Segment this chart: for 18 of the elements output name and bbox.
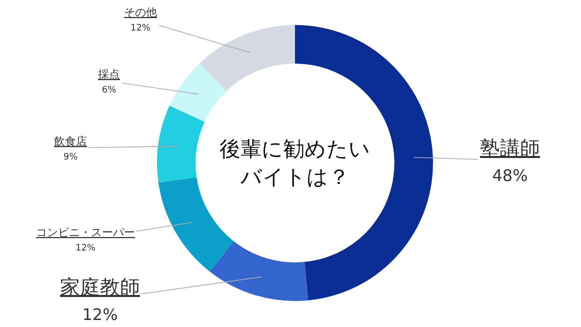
slice-label: 採点: [98, 68, 120, 81]
data-label: 6%: [102, 85, 117, 96]
slice-label: 飲食店: [54, 135, 87, 148]
data-label: 9%: [63, 152, 78, 162]
slice-label: 家庭教師: [60, 275, 140, 299]
slice-label: 塾講師: [480, 136, 540, 160]
slice-label: その他: [124, 6, 157, 19]
slice-label: コンビニ・スーパー: [36, 226, 135, 239]
data-label: 12%: [75, 243, 96, 254]
data-label: 12%: [130, 23, 151, 34]
donut-slice: [169, 63, 226, 122]
data-label: 48%: [492, 166, 528, 185]
donut-slice: [158, 177, 234, 272]
data-label: 12%: [82, 305, 118, 324]
donut-slice: [200, 25, 295, 92]
donut-slice: [210, 241, 308, 301]
donut-slice: [157, 106, 205, 183]
text: 後輩に勧めたいバイトは？: [219, 136, 371, 191]
